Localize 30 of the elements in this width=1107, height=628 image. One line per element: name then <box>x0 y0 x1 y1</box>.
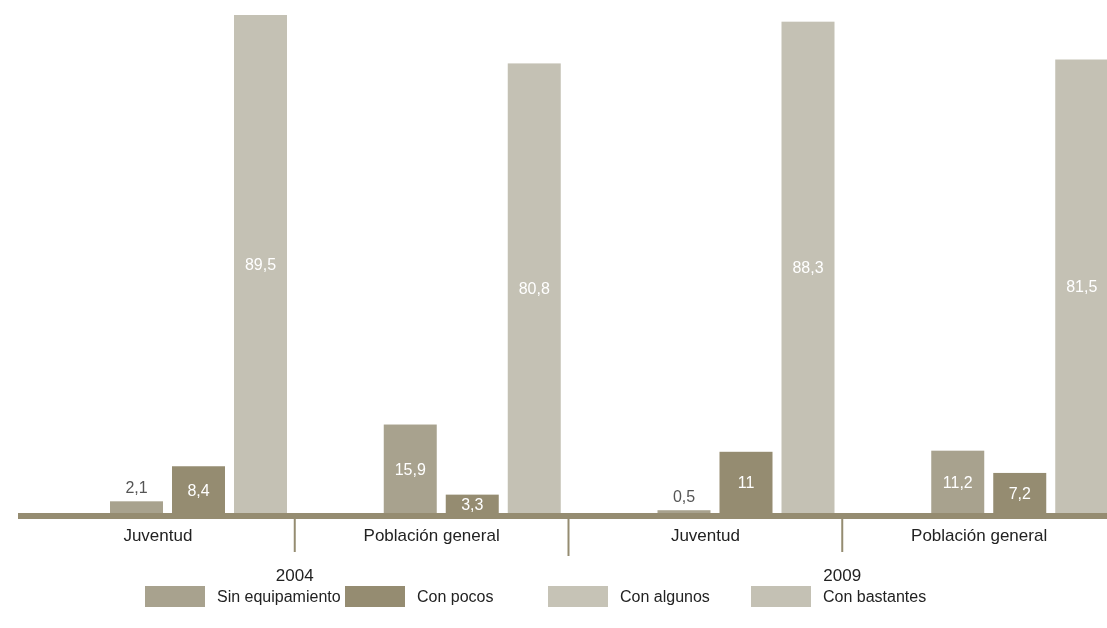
data-label: 80,8 <box>518 280 550 298</box>
text: 2004 <box>275 566 314 585</box>
data-label: 2,1 <box>125 479 148 497</box>
data-label: 89,5 <box>244 256 277 273</box>
legend-label: Sin equipamiento <box>217 588 341 605</box>
data-label: 7,2 <box>1008 484 1031 502</box>
data-label: 11 <box>737 474 755 492</box>
data-label: 88,3 <box>792 259 824 277</box>
data-label: 81,5 <box>1066 278 1098 296</box>
bar <box>1055 59 1107 513</box>
legend-label: Con pocos <box>417 588 494 605</box>
bar <box>657 510 711 513</box>
bar <box>931 450 985 513</box>
data-label: 11,2 <box>942 473 973 491</box>
x-tick-label: Juventud <box>123 526 193 545</box>
bar <box>383 424 437 513</box>
data-label: 15,9 <box>394 460 426 478</box>
x-tick-label: Juventud <box>670 526 740 545</box>
legend-label: Con bastantes <box>823 588 927 605</box>
bar <box>781 21 835 513</box>
bar <box>507 63 561 513</box>
data-label: 3,3 <box>461 495 484 513</box>
x-tick-label: Población general <box>911 526 1048 545</box>
data-label: 8,4 <box>187 481 210 499</box>
text: 2009 <box>823 566 862 585</box>
bar <box>234 15 287 513</box>
data-label: 0,5 <box>672 488 696 506</box>
bar <box>110 501 163 513</box>
legend-label: Con algunos <box>620 588 710 605</box>
x-tick-label: Población general <box>363 526 500 545</box>
